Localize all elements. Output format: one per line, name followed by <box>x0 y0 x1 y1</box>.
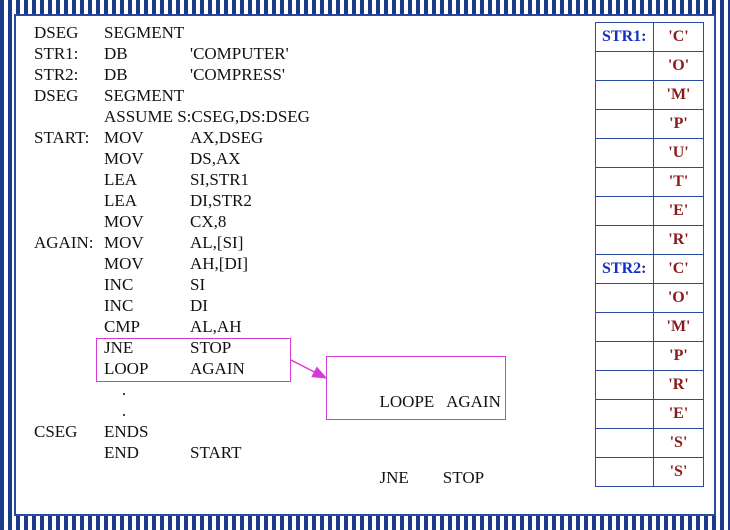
mem-label-cell <box>596 226 654 255</box>
code-line: INCSI <box>34 274 310 295</box>
loope-line1-arg: AGAIN <box>446 392 501 411</box>
code-line: LEASI,STR1 <box>34 169 310 190</box>
table-row: 'O' <box>596 52 704 81</box>
assembly-code-listing: DSEGSEGMENTSTR1:DB'COMPUTER'STR2:DB'COMP… <box>34 22 310 463</box>
mem-value-cell: 'C' <box>654 255 704 284</box>
mem-label-cell <box>596 458 654 487</box>
mem-label-cell <box>596 429 654 458</box>
table-row: 'U' <box>596 139 704 168</box>
mem-value-cell: 'R' <box>654 226 704 255</box>
memory-table: STR1:'C''O''M''P''U''T''E''R'STR2:'C''O'… <box>595 22 704 487</box>
mem-value-cell: 'P' <box>654 110 704 139</box>
content-area: DSEGSEGMENTSTR1:DB'COMPUTER'STR2:DB'COMP… <box>16 16 714 514</box>
code-line: INCDI <box>34 295 310 316</box>
code-line: . <box>34 400 310 421</box>
mem-value-cell: 'E' <box>654 400 704 429</box>
loope-line2-op: JNE <box>380 468 409 487</box>
mem-label-cell <box>596 197 654 226</box>
mem-value-cell: 'S' <box>654 429 704 458</box>
table-row: 'O' <box>596 284 704 313</box>
code-line: MOVCX,8 <box>34 211 310 232</box>
code-line: LEADI,STR2 <box>34 190 310 211</box>
loope-line1-op: LOOPE <box>380 392 435 411</box>
mem-label-cell: STR2: <box>596 255 654 284</box>
mem-label-cell: STR1: <box>596 23 654 52</box>
table-row: 'T' <box>596 168 704 197</box>
code-line: DSEGSEGMENT <box>34 22 310 43</box>
mem-label-cell <box>596 342 654 371</box>
loope-line2-arg: STOP <box>443 468 484 487</box>
mem-value-cell: 'M' <box>654 81 704 110</box>
mem-value-cell: 'C' <box>654 23 704 52</box>
code-line: AGAIN:MOVAL,[SI] <box>34 232 310 253</box>
mem-value-cell: 'R' <box>654 371 704 400</box>
table-row: 'E' <box>596 400 704 429</box>
mem-label-cell <box>596 110 654 139</box>
mem-value-cell: 'P' <box>654 342 704 371</box>
code-line: STR2:DB'COMPRESS' <box>34 64 310 85</box>
loope-replacement-box: LOOPE AGAIN JNE STOP <box>326 356 506 420</box>
table-row: STR2:'C' <box>596 255 704 284</box>
loope-line2: JNE STOP <box>337 440 495 517</box>
mem-label-cell <box>596 168 654 197</box>
table-row: 'S' <box>596 458 704 487</box>
code-line: ASSUME S:CSEG,DS:DSEG <box>34 106 310 127</box>
code-line: STR1:DB'COMPUTER' <box>34 43 310 64</box>
mem-label-cell <box>596 139 654 168</box>
mem-value-cell: 'S' <box>654 458 704 487</box>
loope-line1: LOOPE AGAIN <box>337 363 495 440</box>
table-row: 'E' <box>596 197 704 226</box>
striped-frame: DSEGSEGMENTSTR1:DB'COMPUTER'STR2:DB'COMP… <box>0 0 730 530</box>
table-row: 'R' <box>596 371 704 400</box>
code-line: ENDSTART <box>34 442 310 463</box>
mem-label-cell <box>596 313 654 342</box>
table-row: 'S' <box>596 429 704 458</box>
mem-value-cell: 'E' <box>654 197 704 226</box>
mem-label-cell <box>596 371 654 400</box>
mem-value-cell: 'T' <box>654 168 704 197</box>
mem-value-cell: 'M' <box>654 313 704 342</box>
code-line: CMPAL,AH <box>34 316 310 337</box>
code-line: CSEGENDS <box>34 421 310 442</box>
table-row: 'P' <box>596 110 704 139</box>
code-line: MOVAH,[DI] <box>34 253 310 274</box>
code-line: . <box>34 379 310 400</box>
mem-label-cell <box>596 52 654 81</box>
code-line: MOVDS,AX <box>34 148 310 169</box>
table-row: 'R' <box>596 226 704 255</box>
mem-value-cell: 'O' <box>654 284 704 313</box>
table-row: 'M' <box>596 81 704 110</box>
table-row: STR1:'C' <box>596 23 704 52</box>
table-row: 'M' <box>596 313 704 342</box>
mem-label-cell <box>596 81 654 110</box>
code-line: DSEGSEGMENT <box>34 85 310 106</box>
inner-panel: DSEGSEGMENTSTR1:DB'COMPUTER'STR2:DB'COMP… <box>14 14 716 516</box>
table-row: 'P' <box>596 342 704 371</box>
mem-value-cell: 'U' <box>654 139 704 168</box>
mem-label-cell <box>596 400 654 429</box>
jne-loop-highlight-box <box>96 338 291 382</box>
mem-value-cell: 'O' <box>654 52 704 81</box>
mem-label-cell <box>596 284 654 313</box>
code-line: START:MOVAX,DSEG <box>34 127 310 148</box>
